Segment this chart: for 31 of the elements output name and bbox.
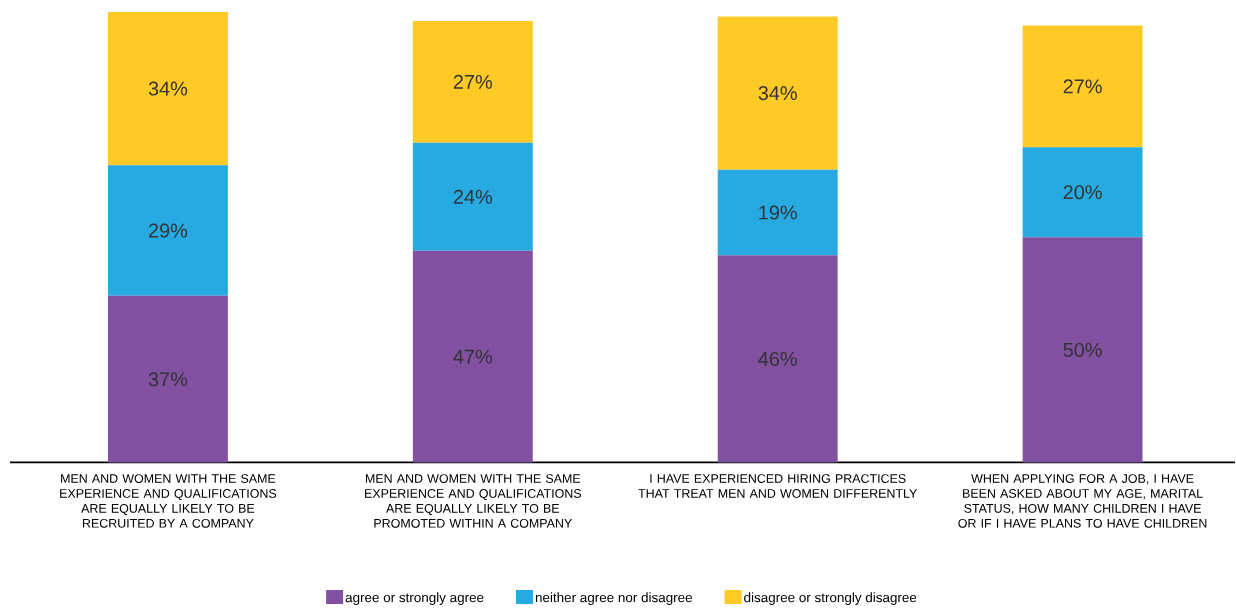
bar: [717, 255, 838, 463]
bar: [1022, 25, 1143, 147]
data-label: 24%: [453, 189, 493, 204]
data-label: 34%: [148, 81, 188, 96]
bar: [1022, 146, 1143, 238]
bar: [412, 250, 533, 463]
bar: [717, 169, 838, 256]
bar: [1022, 237, 1143, 463]
x-tick-label: MEN AND WOMEN WITH THE SAME EXPERIENCE AND QUALIFICATIONS ARE EQUALLY LIKELY TO BE PROMOTED WITHIN A COMPANY: [365, 473, 582, 528]
bar: [107, 11, 228, 165]
data-label: 27%: [1063, 79, 1102, 94]
x-tick-label: MEN AND WOMEN WITH THE SAME EXPERIENCE AND QUALIFICATIONS ARE EQUALLY LIKELY TO BE RECRUITED BY A COMPANY: [60, 473, 277, 528]
x-tick-label: I HAVE EXPERIENCED HIRING PRACTICES THAT TREAT MEN AND WOMEN DIFFERENTLY: [638, 473, 918, 498]
bar: [717, 16, 838, 170]
legend-label: neither agree nor disagree: [535, 592, 693, 605]
data-label: 47%: [453, 349, 493, 364]
bar: [107, 295, 228, 463]
bar: [107, 164, 228, 296]
data-label: 46%: [758, 351, 797, 366]
data-label: 34%: [758, 85, 797, 100]
data-label: 19%: [759, 205, 797, 220]
legend-label: agree or strongly agree: [345, 592, 484, 605]
data-label: 27%: [453, 74, 493, 89]
bar: [412, 20, 533, 143]
data-label: 29%: [149, 223, 188, 238]
bar: [412, 142, 533, 251]
data-label: 50%: [1063, 342, 1102, 357]
legend-label: disagree or strongly disagree: [744, 592, 917, 605]
data-label: 20%: [1063, 184, 1102, 200]
x-tick-label: WHEN APPLYING FOR A JOB, I HAVE BEEN ASKED ABOUT MY AGE, MARITAL STATUS, HOW MANY CHILDREN I HAVE OR IF I HAVE PLANS TO HAVE CHILDREN: [958, 473, 1207, 528]
data-label: 37%: [148, 371, 188, 387]
